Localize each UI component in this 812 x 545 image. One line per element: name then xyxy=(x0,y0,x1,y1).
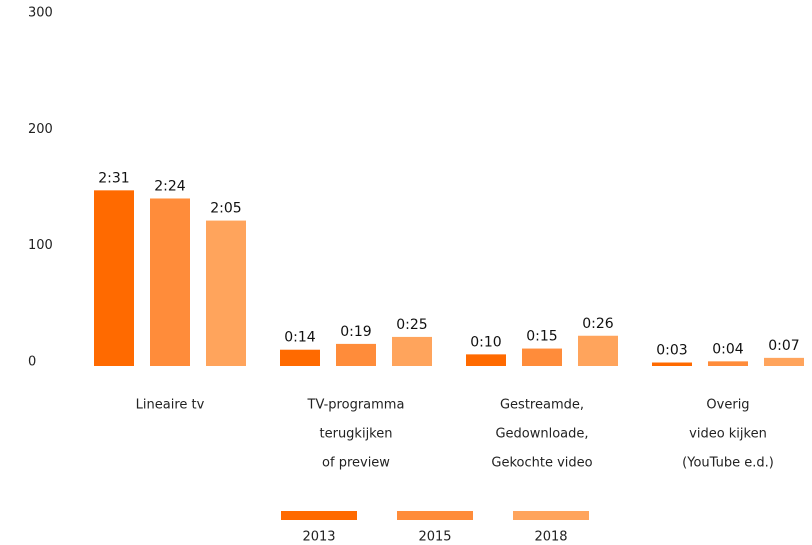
legend-label: 2015 xyxy=(418,530,451,545)
bar xyxy=(708,361,748,366)
x-tick-label: of preview xyxy=(322,456,390,471)
value-label: 2:24 xyxy=(154,178,186,194)
value-label: 0:15 xyxy=(526,329,557,345)
bar xyxy=(392,336,432,366)
bar xyxy=(94,190,134,366)
x-tick-label: Gekochte video xyxy=(491,456,592,471)
bar xyxy=(764,357,804,366)
value-label: 0:14 xyxy=(284,330,316,346)
legend-swatch xyxy=(513,511,589,520)
bar xyxy=(466,354,506,366)
x-tick-label: Overig xyxy=(706,398,749,413)
bar xyxy=(522,348,562,366)
bar xyxy=(652,362,692,366)
legend-swatch xyxy=(281,511,357,520)
value-label: 0:25 xyxy=(396,317,427,333)
value-label: 0:03 xyxy=(656,343,687,359)
y-tick-label: 100 xyxy=(28,238,53,253)
x-tick-label: video kijken xyxy=(689,427,767,442)
x-tick-label: terugkijken xyxy=(320,427,393,442)
y-tick-label: 200 xyxy=(28,122,53,137)
bar xyxy=(578,335,618,366)
value-label: 0:26 xyxy=(582,316,614,332)
legend-label: 2013 xyxy=(302,530,335,545)
value-label: 0:04 xyxy=(712,341,744,357)
x-tick-label: TV-programma xyxy=(307,398,405,413)
bar xyxy=(280,349,320,366)
y-tick-label: 300 xyxy=(28,6,53,21)
x-tick-label: Lineaire tv xyxy=(136,398,205,413)
value-label: 0:10 xyxy=(470,334,501,350)
x-tick-label: Gedownloade, xyxy=(495,427,588,442)
y-tick-label: 0 xyxy=(28,355,36,370)
value-label: 2:05 xyxy=(210,201,241,217)
bar xyxy=(206,220,246,366)
bar xyxy=(150,198,190,366)
bar xyxy=(336,343,376,366)
value-label: 2:31 xyxy=(98,170,129,186)
x-tick-label: (YouTube e.d.) xyxy=(682,456,774,471)
value-label: 0:07 xyxy=(768,338,799,354)
legend-swatch xyxy=(397,511,473,520)
legend-label: 2018 xyxy=(534,530,567,545)
x-tick-label: Gestreamde, xyxy=(500,398,584,413)
value-label: 0:19 xyxy=(340,324,371,340)
